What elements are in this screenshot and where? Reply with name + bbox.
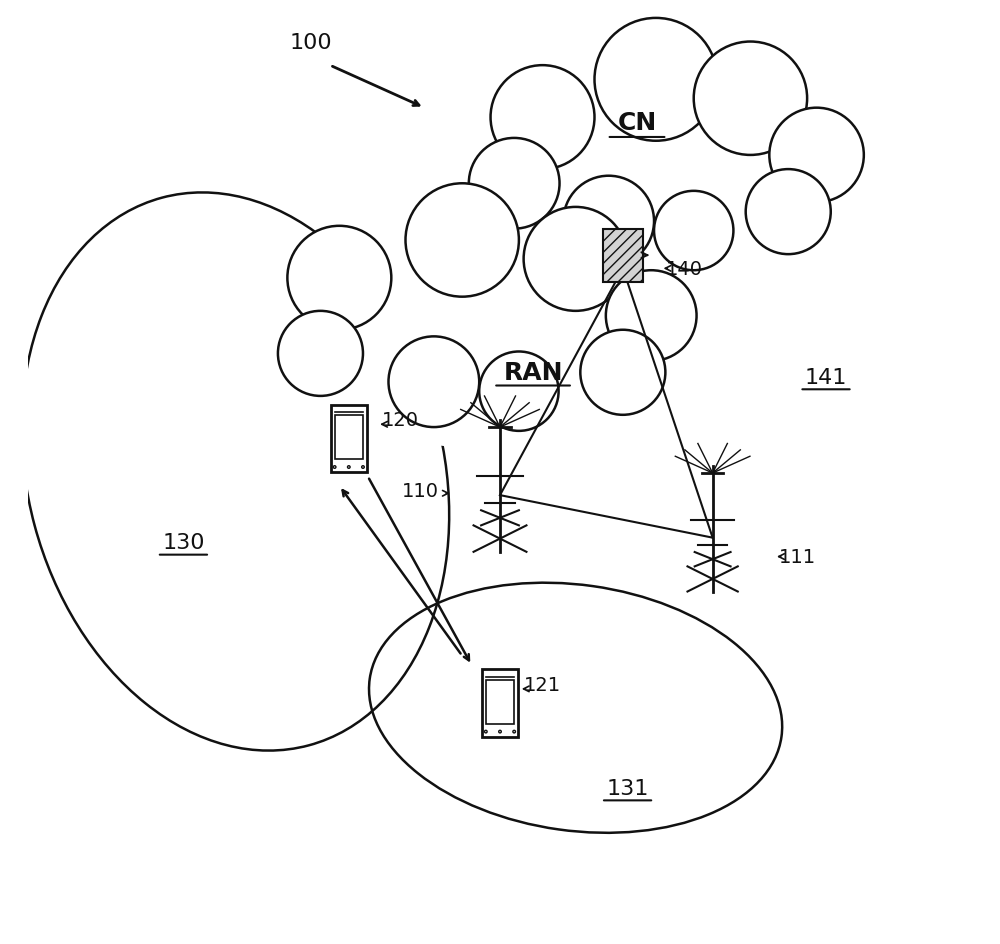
Ellipse shape [264, 203, 698, 448]
Text: 120: 120 [382, 411, 419, 430]
Circle shape [769, 109, 864, 203]
Text: CN: CN [617, 110, 657, 135]
Circle shape [491, 66, 594, 170]
Circle shape [746, 170, 831, 255]
Bar [486, 680, 514, 724]
Text: 130: 130 [162, 532, 205, 553]
Bar [482, 669, 518, 737]
Text: 141: 141 [805, 367, 847, 388]
Circle shape [606, 271, 697, 362]
Circle shape [406, 184, 519, 297]
Bar [603, 229, 643, 282]
Bar [335, 415, 363, 460]
Circle shape [524, 208, 628, 312]
Text: RAN: RAN [503, 361, 563, 385]
Text: 100: 100 [290, 32, 332, 53]
Circle shape [563, 177, 654, 267]
Text: 110: 110 [402, 481, 439, 500]
Circle shape [469, 139, 560, 229]
Circle shape [479, 352, 559, 431]
Circle shape [654, 192, 733, 271]
Text: 121: 121 [524, 675, 561, 694]
Circle shape [694, 42, 807, 156]
Ellipse shape [467, 71, 845, 278]
Circle shape [278, 312, 363, 396]
Circle shape [388, 337, 479, 428]
Text: 131: 131 [606, 778, 649, 799]
Text: 111: 111 [779, 548, 816, 566]
Bar [331, 405, 367, 473]
Circle shape [580, 330, 665, 415]
Text: 140: 140 [665, 260, 702, 278]
Circle shape [287, 227, 391, 330]
Circle shape [594, 19, 717, 142]
